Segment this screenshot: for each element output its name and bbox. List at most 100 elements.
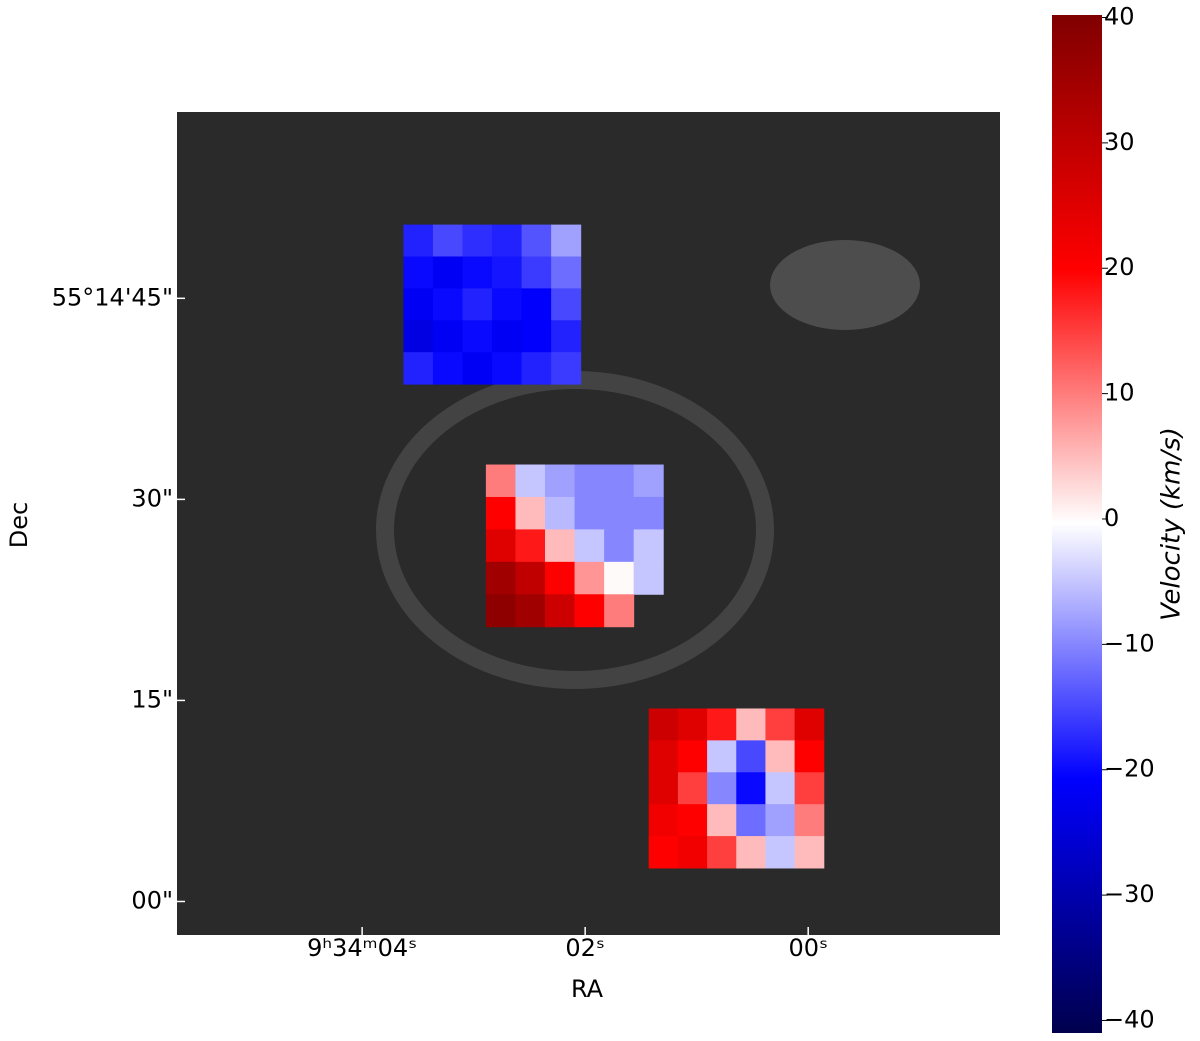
velocity-cell <box>677 740 708 773</box>
velocity-cell <box>485 496 516 530</box>
velocity-cell <box>545 594 576 628</box>
velocity-cell <box>551 320 582 353</box>
velocity-cell <box>574 561 605 595</box>
velocity-cell <box>677 708 708 741</box>
colorbar <box>1052 15 1102 1033</box>
velocity-cell <box>485 464 516 498</box>
velocity-cell <box>648 836 679 869</box>
velocity-cell <box>521 224 552 257</box>
velocity-cell <box>633 496 664 530</box>
velocity-cell <box>521 352 552 385</box>
velocity-cell <box>403 224 434 257</box>
velocity-cell <box>432 256 463 289</box>
colorbar-tick-label: −10 <box>1104 629 1155 657</box>
velocity-cell <box>432 288 463 321</box>
colorbar-tick-label: −20 <box>1104 755 1155 783</box>
velocity-cell <box>403 352 434 385</box>
velocity-cell <box>633 561 664 595</box>
velocity-cell <box>574 594 605 628</box>
velocity-cell <box>794 708 825 741</box>
velocity-cell <box>515 464 546 498</box>
velocity-cell <box>604 561 635 595</box>
velocity-cell <box>492 352 523 385</box>
y-axis-label: Dec <box>5 502 33 548</box>
velocity-cell <box>545 561 576 595</box>
velocity-cell <box>574 529 605 563</box>
velocity-cell <box>432 224 463 257</box>
velocity-cell <box>794 772 825 805</box>
velocity-cell <box>633 529 664 563</box>
velocity-cell <box>492 320 523 353</box>
velocity-cell <box>515 529 546 563</box>
velocity-cell <box>765 708 796 741</box>
y-tick-label: 15" <box>131 685 173 713</box>
velocity-cell <box>707 708 737 741</box>
colorbar-tick-label: 10 <box>1104 379 1135 407</box>
velocity-cell <box>551 224 582 257</box>
velocity-cell <box>736 836 766 869</box>
colorbar-label: Velocity (km/s) <box>1157 427 1187 621</box>
velocity-cell <box>515 561 546 595</box>
colorbar-tick-label: 40 <box>1104 3 1135 31</box>
velocity-cell <box>403 288 434 321</box>
velocity-cell <box>551 288 582 321</box>
velocity-cell <box>736 804 766 837</box>
velocity-cell <box>515 594 546 628</box>
velocity-cell <box>462 352 493 385</box>
velocity-cell <box>485 594 516 628</box>
velocity-cell <box>677 836 708 869</box>
velocity-cell <box>432 320 463 353</box>
colorbar-tick-label: 20 <box>1104 253 1135 281</box>
velocity-cell <box>648 740 679 773</box>
velocity-cell <box>707 804 737 837</box>
velocity-cell <box>736 740 766 773</box>
velocity-cell <box>492 288 523 321</box>
velocity-cell <box>492 256 523 289</box>
velocity-cell <box>432 352 463 385</box>
x-tick-label: 02ˢ <box>565 934 605 962</box>
velocity-cell <box>736 708 766 741</box>
velocity-cell <box>574 496 605 530</box>
velocity-cell <box>403 256 434 289</box>
velocity-cell <box>462 224 493 257</box>
velocity-cell <box>707 772 737 805</box>
velocity-cell <box>462 256 493 289</box>
y-tick-label: 30" <box>131 484 173 512</box>
velocity-cell <box>551 352 582 385</box>
velocity-cell <box>545 464 576 498</box>
velocity-cell <box>515 496 546 530</box>
velocity-cell <box>521 288 552 321</box>
colorbar-tick-label: 30 <box>1104 128 1135 156</box>
velocity-cell <box>521 256 552 289</box>
velocity-cell <box>485 561 516 595</box>
velocity-cell <box>765 836 796 869</box>
y-tick-label: 00" <box>131 886 173 914</box>
velocity-cell <box>648 708 679 741</box>
velocity-cell <box>521 320 552 353</box>
velocity-cell <box>707 836 737 869</box>
galaxy-patch <box>770 240 920 330</box>
velocity-cell <box>545 496 576 530</box>
velocity-cell <box>648 772 679 805</box>
velocity-cell <box>736 772 766 805</box>
velocity-cell <box>794 804 825 837</box>
velocity-cell <box>545 529 576 563</box>
x-axis-label: RA <box>571 975 604 1003</box>
velocity-cell <box>794 836 825 869</box>
velocity-cell <box>648 804 679 837</box>
x-tick-label: 00ˢ <box>788 934 828 962</box>
velocity-cell <box>462 320 493 353</box>
velocity-cell <box>765 740 796 773</box>
velocity-cell <box>765 804 796 837</box>
x-tick-label: 9ʰ34ᵐ04ˢ <box>307 934 417 962</box>
velocity-cell <box>677 772 708 805</box>
colorbar-tick-label: −40 <box>1104 1005 1155 1033</box>
colorbar-tick-label: −30 <box>1104 880 1155 908</box>
velocity-cell <box>551 256 582 289</box>
velocity-cell <box>604 594 635 628</box>
velocity-cell <box>677 804 708 837</box>
velocity-cell <box>633 464 664 498</box>
velocity-cell <box>604 496 635 530</box>
colorbar-tick-label: 0 <box>1104 504 1119 532</box>
velocity-cell <box>765 772 796 805</box>
